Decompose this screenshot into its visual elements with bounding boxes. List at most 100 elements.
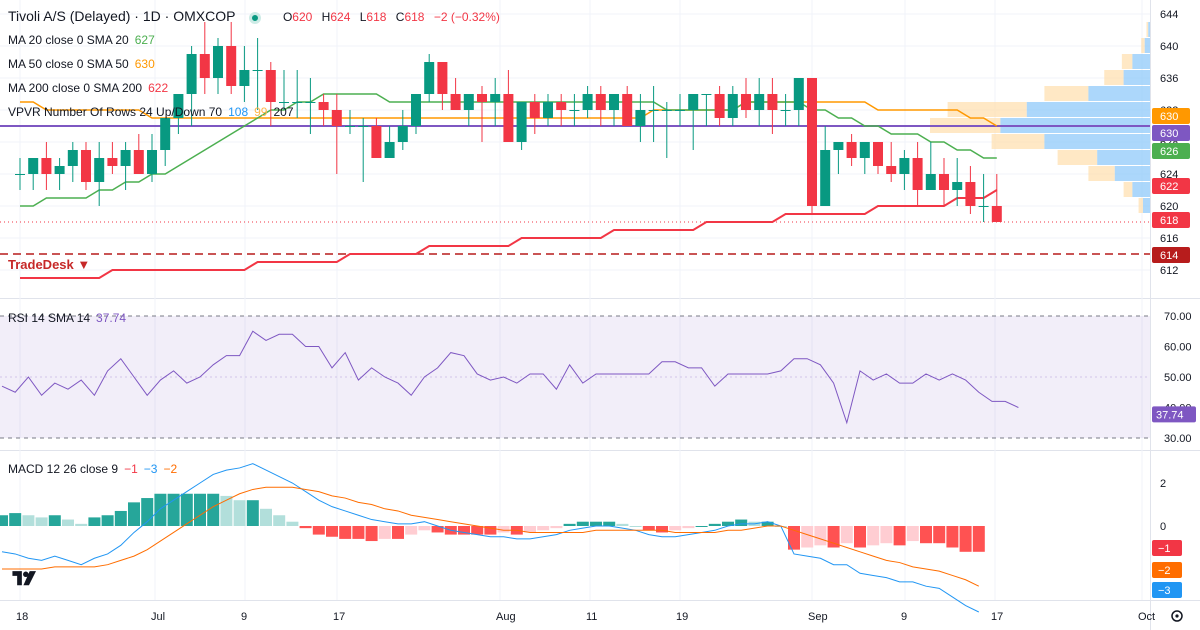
- candle-body: [846, 142, 857, 158]
- price-tag-label: 614: [1160, 250, 1178, 262]
- candle-body: [371, 126, 382, 158]
- gear-ring: [1171, 610, 1183, 622]
- volume-profile-up-bar: [1142, 198, 1150, 213]
- ma50-value: 630: [134, 57, 155, 71]
- macd-histogram-bar: [101, 515, 114, 526]
- macd-histogram-bar: [220, 495, 233, 526]
- time-tick-label: 18: [16, 611, 28, 623]
- candle-body: [648, 110, 659, 111]
- volume-profile-down-bar: [1121, 54, 1133, 69]
- candle-body: [239, 70, 250, 86]
- time-tick-label: 9: [241, 611, 247, 623]
- volume-profile-up-bar: [1026, 102, 1150, 117]
- time-tick-label: 11: [586, 611, 597, 623]
- candle-body: [226, 46, 237, 86]
- candle-body: [939, 174, 949, 190]
- candle-body: [450, 94, 461, 110]
- macd-histogram-bar: [0, 515, 8, 526]
- legend-ma200[interactable]: MA 200 close 0 SMA 200 622: [8, 81, 169, 95]
- settings-gear-icon[interactable]: [1171, 610, 1183, 622]
- tradingview-logo-icon[interactable]: [10, 568, 40, 590]
- macd-histogram-bar: [35, 517, 48, 526]
- candle-body: [120, 150, 131, 166]
- macd-histogram-bar: [180, 493, 193, 526]
- candle-body: [595, 94, 606, 110]
- candle-body: [741, 94, 751, 110]
- macd-histogram-bar: [933, 526, 946, 544]
- rsi-tag: [1152, 406, 1196, 423]
- legend-ma20[interactable]: MA 20 close 0 SMA 20 627: [8, 33, 155, 47]
- rsi-tag-label: 37.74: [1156, 409, 1184, 421]
- macd-tag: [1152, 562, 1182, 578]
- macd-histogram-bar: [194, 493, 206, 526]
- macd-histogram-bar: [458, 526, 470, 535]
- candle-body: [15, 174, 25, 175]
- candle-body: [912, 158, 923, 190]
- candle-body: [556, 102, 567, 110]
- price-tick-label: 620: [1160, 201, 1178, 213]
- macd-signal-value: −2: [163, 462, 178, 476]
- time-tick-label: Aug: [496, 611, 516, 623]
- macd-histogram-bar: [128, 502, 140, 526]
- volume-profile-up-bar: [1097, 150, 1150, 165]
- close-value: 618: [404, 10, 425, 24]
- macd-histogram-bar: [761, 521, 774, 526]
- candle-body: [54, 166, 65, 174]
- macd-histogram-bar: [326, 526, 338, 537]
- macd-histogram-bar: [906, 526, 919, 542]
- candle-body: [28, 158, 39, 174]
- candle-body: [516, 102, 527, 142]
- macd-histogram-bar: [365, 526, 378, 542]
- macd-histogram-bar: [695, 526, 708, 527]
- low-value: 618: [366, 10, 387, 24]
- candle-body: [94, 158, 105, 182]
- symbol-title[interactable]: Tivoli A/S (Delayed) · 1D · OMXCOP: [8, 8, 236, 24]
- macd-histogram-bar: [114, 510, 127, 526]
- macd-histogram-bar: [603, 521, 616, 526]
- ma20-value: 627: [134, 33, 155, 47]
- legend-ma50[interactable]: MA 50 close 0 SMA 50 630: [8, 57, 155, 71]
- volume-profile-up-bar: [1044, 134, 1150, 149]
- volume-profile-up-bar: [1148, 22, 1150, 37]
- tradedesk-button[interactable]: TradeDesk ▼: [8, 257, 91, 272]
- legend-vpvr[interactable]: VPVR Number Of Rows 24 Up/Down 70 108 99 20…: [8, 105, 294, 119]
- high-value: 624: [330, 10, 351, 24]
- volume-profile-down-bar: [1088, 166, 1115, 181]
- candle-body: [305, 102, 316, 103]
- candle-body: [41, 158, 52, 174]
- time-tick-label: Sep: [808, 611, 828, 623]
- macd-histogram-bar: [867, 526, 880, 546]
- legend-rsi[interactable]: RSI 14 SMA 14 37.74: [8, 311, 127, 325]
- macd-histogram-bar: [801, 526, 814, 548]
- macd-histogram-bar: [260, 508, 272, 526]
- macd-tag-label: −2: [1158, 565, 1171, 577]
- price-tag-label: 630: [1160, 128, 1178, 140]
- macd-histogram-bar: [286, 521, 299, 526]
- candle-body: [688, 94, 699, 110]
- macd-histogram-bar: [62, 519, 74, 526]
- macd-hist-value: −1: [124, 462, 138, 476]
- time-tick-label: 17: [991, 611, 1003, 623]
- volume-profile-down-bar: [991, 134, 1045, 149]
- change-value: −2 (−0.32%): [433, 10, 500, 24]
- macd-histogram-bar: [814, 526, 827, 546]
- candle-body: [661, 110, 672, 111]
- rsi-tick-label: 50.00: [1164, 372, 1192, 384]
- candle-body: [978, 206, 989, 207]
- price-tag-label: 618: [1160, 215, 1178, 227]
- macd-histogram-bar: [207, 493, 220, 526]
- macd-histogram-bar: [669, 526, 682, 531]
- volume-profile-up-bar: [1123, 70, 1150, 85]
- macd-histogram-bar: [972, 526, 985, 552]
- macd-signal-line: [2, 486, 980, 587]
- volume-profile-down-bar: [1123, 182, 1133, 197]
- candle-body: [793, 78, 804, 110]
- price-tick-label: 612: [1160, 265, 1178, 277]
- candle-body: [199, 54, 210, 78]
- macd-histogram-bar: [563, 523, 576, 526]
- candle-body: [397, 126, 408, 142]
- candle-body: [780, 110, 791, 111]
- legend-macd[interactable]: MACD 12 26 close 9 −1 −3 −2: [8, 462, 178, 476]
- candle-body: [424, 62, 435, 94]
